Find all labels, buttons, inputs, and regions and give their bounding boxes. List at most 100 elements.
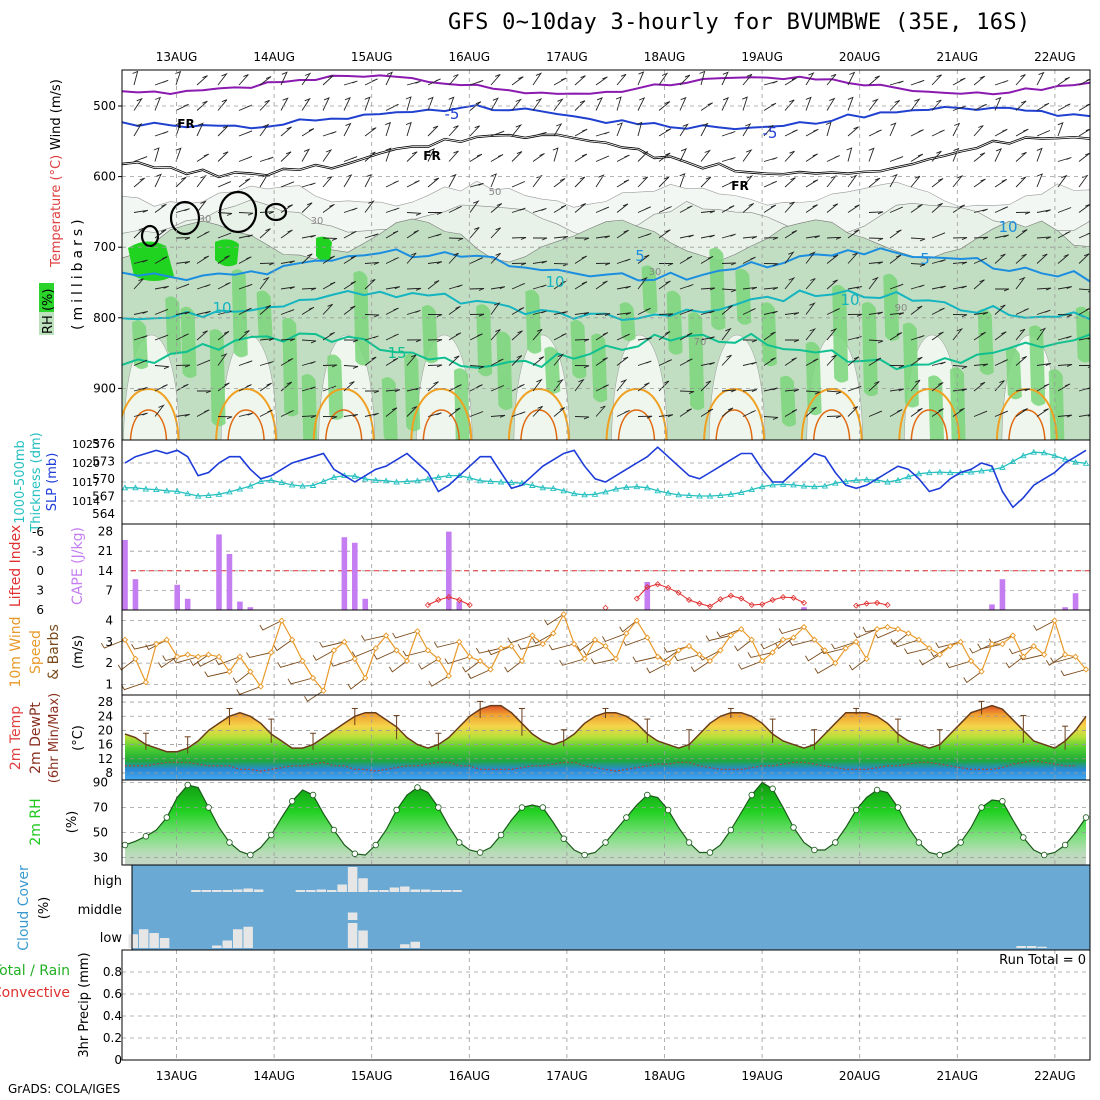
wind-barb (280, 126, 292, 137)
rh-marker (205, 804, 212, 811)
cloud-bar (337, 884, 347, 892)
wind-barb (742, 389, 758, 393)
wind-barb (217, 212, 233, 216)
cloud-bar (347, 923, 358, 948)
wind-barb (637, 360, 652, 366)
surface-wind-barb (507, 635, 533, 644)
wind-marker (936, 651, 943, 658)
wind-barbs (132, 70, 1090, 420)
surface-wind-barb (734, 639, 753, 652)
surface-wind-barb (690, 660, 711, 673)
wind-barb (847, 96, 854, 111)
wind-marker (999, 640, 1006, 648)
wind-barb (637, 307, 651, 315)
contour-25 (324, 409, 363, 440)
wind-barb (847, 385, 862, 392)
rh-marker (1020, 834, 1027, 841)
wind-barb (910, 153, 924, 162)
rh-high-blob (128, 241, 174, 281)
cloud-bar (295, 890, 306, 892)
wind-barb (301, 234, 316, 239)
thickness-marker (121, 484, 129, 491)
wind-barb (784, 339, 800, 343)
thickness-line (125, 451, 1087, 497)
wind-barb (322, 255, 336, 264)
surface-wind-barb (659, 650, 679, 662)
wind-barb (616, 203, 629, 213)
wind-barb (700, 408, 714, 417)
slp-tick-label: 1017 (72, 476, 100, 489)
lifted-marker (424, 601, 431, 609)
cloud-bar (431, 890, 441, 892)
wind-barb (1078, 232, 1090, 239)
cloud-bar (243, 926, 253, 948)
surface-wind-barb (1008, 645, 1034, 655)
wind-barb (469, 153, 483, 162)
wind-barb (1057, 335, 1072, 341)
date-label: 20AUG (839, 1069, 881, 1083)
lifted-marker (665, 584, 672, 591)
wind-barb (280, 97, 289, 111)
wind-barb (595, 131, 610, 137)
wind-marker (894, 625, 902, 633)
wind-barb (343, 381, 355, 392)
wind-barb (805, 406, 817, 417)
cloud-bar (400, 944, 410, 948)
rh-marker (644, 791, 651, 799)
wind-barb (511, 98, 523, 111)
tick-label: 900 (93, 381, 116, 395)
thickness-marker (779, 480, 787, 487)
wind-barb (469, 200, 480, 213)
wind-barb (910, 305, 923, 315)
wind-barb (406, 252, 417, 264)
wind-barb (889, 365, 905, 369)
cloud-bar (212, 945, 222, 948)
wind-barb (448, 384, 462, 392)
thickness-marker (403, 477, 411, 484)
wind-barb (574, 338, 590, 342)
wind-barb (1057, 286, 1072, 290)
cloud-level-label: middle (78, 903, 122, 918)
cape-lifted-panel: -6 -3 0 3 6 28 21 14 7 Lifted Index CAPE (J/kg) (8, 523, 1091, 617)
wind-barb (721, 305, 733, 315)
wind-barb (721, 389, 737, 393)
wind-barb (973, 257, 988, 264)
wind-marker (696, 651, 703, 658)
slp-tick-label: 1014 (72, 495, 100, 508)
wind-barb (910, 263, 926, 267)
surface-wind-barb (312, 649, 335, 661)
wind-barb (1036, 102, 1050, 111)
wind-barb (595, 76, 608, 86)
wind-barb (637, 97, 646, 111)
thickness-marker (727, 490, 735, 497)
wind-barb (259, 304, 271, 315)
wind-barb (658, 331, 671, 341)
wind-barb (343, 80, 358, 86)
wind-marker (581, 655, 588, 663)
wind-marker (539, 640, 546, 648)
tick-label: 30 (93, 851, 108, 865)
wind-barb (952, 237, 968, 241)
wind-barb (175, 311, 190, 315)
wind-barb (763, 124, 774, 137)
wind-barb (469, 257, 483, 264)
wind-barb (427, 125, 439, 137)
wind-barb (679, 96, 687, 111)
run-total-label: Run Total = 0 (999, 953, 1086, 968)
wind-barb (154, 285, 169, 290)
wind-barb (406, 180, 420, 188)
wind-barb (616, 122, 623, 137)
wind-barb (784, 150, 795, 162)
rh-moist-blob (641, 265, 658, 314)
rh-moist-blob (805, 341, 822, 416)
date-label: 22AUG (1034, 1069, 1076, 1083)
wind-marker (529, 632, 536, 639)
wind-barb (469, 125, 480, 137)
thickness-marker (1020, 452, 1027, 459)
cape-bar (801, 607, 807, 610)
wind-marker (466, 653, 473, 660)
wind-barb (133, 359, 148, 366)
surface-wind-barb (487, 645, 512, 656)
wind-barb (427, 261, 443, 265)
wind-barb (196, 409, 210, 417)
